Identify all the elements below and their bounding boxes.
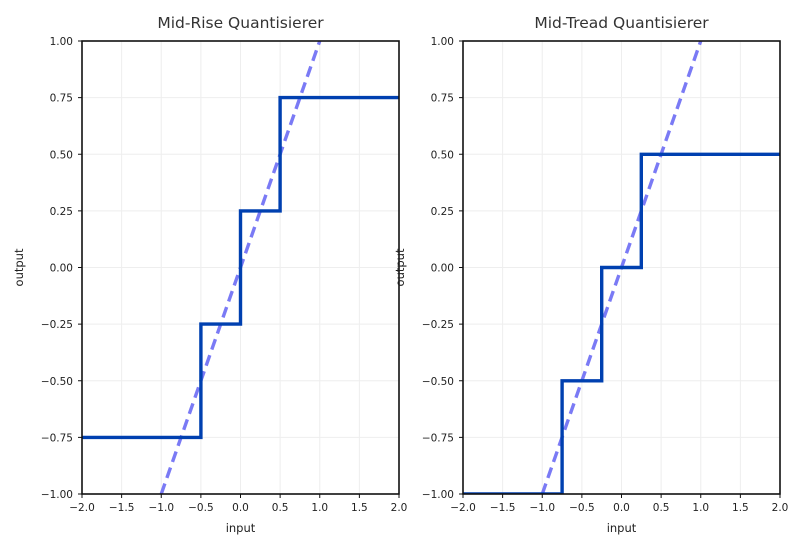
y-tick-label: −0.75 (41, 432, 73, 444)
y-axis-label: output (393, 248, 407, 286)
y-axis-label: output (12, 248, 26, 286)
x-tick-label: −2.0 (450, 502, 476, 514)
x-tick-label: 0.5 (272, 502, 289, 514)
y-tick-label: −0.25 (422, 319, 454, 331)
y-tick-label: 1.00 (50, 36, 73, 48)
quantizer-step-line (463, 152, 780, 494)
x-tick-label: 1.5 (351, 502, 368, 514)
x-axis-label: input (607, 521, 637, 535)
y-tick-label: −1.00 (41, 489, 73, 501)
y-tick-label: 0.25 (50, 206, 73, 218)
x-tick-label: 0.0 (232, 502, 249, 514)
x-tick-label: 0.0 (613, 502, 630, 514)
y-tick-label: 0.75 (50, 93, 73, 105)
x-tick-label: −2.0 (69, 502, 95, 514)
y-tick-label: 0.75 (431, 93, 454, 105)
chart-panel-1: −2.0 −1.5 −1.0 −0.5 0.0 0.5 1.0 1.5 2.0 −1.00 −0.7… (12, 14, 407, 535)
y-tick-label: −1.00 (422, 489, 454, 501)
x-tick-label: 0.5 (653, 502, 670, 514)
y-tick-label: 0.50 (50, 149, 73, 161)
x-tick-label: −1.5 (109, 502, 135, 514)
x-tick-label: 1.0 (692, 502, 709, 514)
y-tick-label: 0.50 (431, 149, 454, 161)
chart-title: Mid-Rise Quantisierer (157, 14, 324, 32)
y-tick-label: 0.00 (50, 263, 73, 275)
y-tick-label: −0.50 (422, 376, 454, 388)
x-tick-label: −0.5 (188, 502, 214, 514)
y-tick-label: −0.75 (422, 432, 454, 444)
y-tick-label: −0.50 (41, 376, 73, 388)
x-axis-label: input (226, 521, 256, 535)
y-tick-label: 0.25 (431, 206, 454, 218)
x-tick-label: −1.0 (530, 502, 556, 514)
x-tick-label: 2.0 (772, 502, 789, 514)
x-tick-label: −1.0 (149, 502, 175, 514)
x-tick-label: 1.0 (311, 502, 328, 514)
chart-title: Mid-Tread Quantisierer (534, 14, 709, 32)
y-tick-label: −0.25 (41, 319, 73, 331)
x-tick-label: −0.5 (569, 502, 595, 514)
x-tick-label: −1.5 (490, 502, 516, 514)
x-tick-label: 2.0 (391, 502, 408, 514)
y-tick-label: 1.00 (431, 36, 454, 48)
quantizer-step-line (82, 95, 399, 440)
y-tick-label: 0.00 (431, 263, 454, 275)
x-tick-label: 1.5 (732, 502, 749, 514)
chart-panel-2: −2.0 −1.5 −1.0 −0.5 0.0 0.5 1.0 1.5 2.0 −1.00 −0.7… (393, 14, 788, 535)
